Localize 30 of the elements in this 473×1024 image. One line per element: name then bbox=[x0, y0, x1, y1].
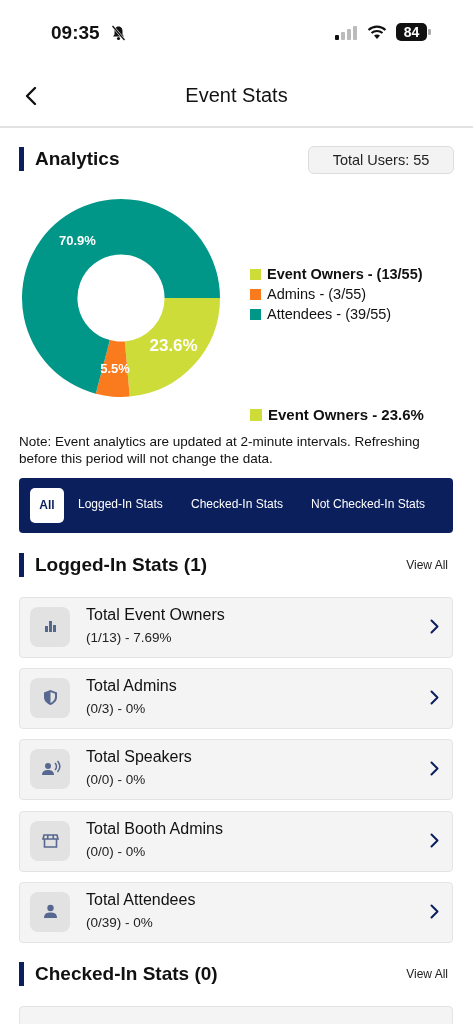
text: Checked-In Stats bbox=[191, 497, 284, 511]
text: 84 bbox=[396, 24, 427, 40]
text: View All bbox=[406, 558, 448, 572]
text: Event Stats bbox=[184, 84, 289, 107]
text: Total Speakers bbox=[86, 748, 192, 767]
text: All bbox=[30, 488, 64, 523]
text: Note: Event analytics are updated at 2-minute intervals. Refreshing before this period will not change the data. bbox=[19, 433, 421, 467]
data-label: 70.9% bbox=[59, 233, 97, 249]
text: Logged-In Stats bbox=[78, 497, 163, 511]
text: (0/0) - 0% bbox=[86, 772, 146, 788]
text: Total Event Owners bbox=[86, 606, 225, 624]
text: Event Owners - 23.6% bbox=[267, 406, 424, 423]
text: View All bbox=[406, 967, 448, 981]
legend-label: Admins - (3/55) bbox=[266, 285, 368, 304]
text: Not Checked-In Stats bbox=[311, 497, 426, 511]
chart-title: Analytics bbox=[35, 148, 120, 170]
legend-label: Event Owners - (13/55) bbox=[266, 265, 423, 284]
text: (1/13) - 7.69% bbox=[86, 630, 172, 645]
text: Total Booth Admins bbox=[86, 819, 223, 838]
text: Total Attendees bbox=[86, 890, 196, 909]
text: Logged-In Stats (1) bbox=[35, 554, 208, 576]
text: Checked-In Stats (0) bbox=[35, 963, 218, 985]
legend-label: Attendees - (39/55) bbox=[266, 305, 393, 324]
text: 09:35 bbox=[51, 22, 100, 44]
text: Total Admins bbox=[86, 677, 177, 696]
text: (0/0) - 0% bbox=[86, 843, 146, 859]
text: (0/39) - 0% bbox=[86, 914, 153, 930]
text: Total Users: 55 bbox=[308, 146, 454, 174]
text: (0/3) - 0% bbox=[86, 701, 146, 717]
data-label: 23.6% bbox=[149, 335, 198, 355]
